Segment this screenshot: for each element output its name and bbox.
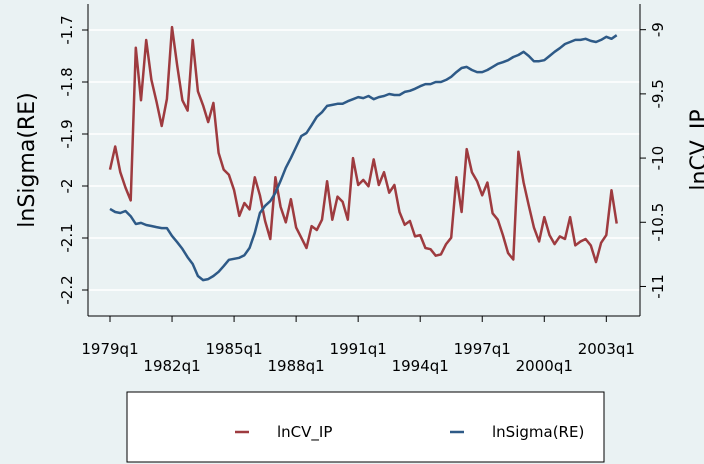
- y2-tick-label: -9: [649, 22, 667, 37]
- y2-tick-label: -10: [649, 146, 667, 171]
- y-tick-label: -2.1: [58, 223, 76, 252]
- x-tick-label: 1985q1: [205, 340, 262, 358]
- series-line: [109, 34, 618, 282]
- legend-box: [126, 391, 605, 463]
- x-tick-label: 1982q1: [143, 357, 200, 375]
- y-tick-label: -2.2: [58, 275, 76, 304]
- y2-axis-title: lnCV_IP: [687, 109, 704, 190]
- x-tick-label: 1979q1: [81, 340, 138, 358]
- x-tick-label: 2000q1: [516, 357, 573, 375]
- y2-tick-label: -10.5: [649, 203, 667, 242]
- x-tick-label: 2003q1: [578, 340, 635, 358]
- y2-tick-label: -9.5: [649, 79, 667, 108]
- x-tick-label: 1994q1: [392, 357, 449, 375]
- legend-label: lnSigma(RE): [492, 423, 584, 441]
- x-tick-label: 1991q1: [330, 340, 387, 358]
- y2-tick-label: -11: [649, 274, 667, 299]
- x-tick-label: 1988q1: [267, 357, 324, 375]
- y-tick-label: -2: [58, 179, 76, 194]
- y-tick-label: -1.9: [58, 119, 76, 148]
- series-line: [108, 25, 618, 264]
- y-tick-label: -1.7: [58, 15, 76, 44]
- y-axis-title: lnSigma(RE): [15, 92, 40, 227]
- y-tick-label: -1.8: [58, 67, 76, 96]
- legend-label: lnCV_IP: [277, 423, 332, 442]
- x-tick-label: 1997q1: [454, 340, 511, 358]
